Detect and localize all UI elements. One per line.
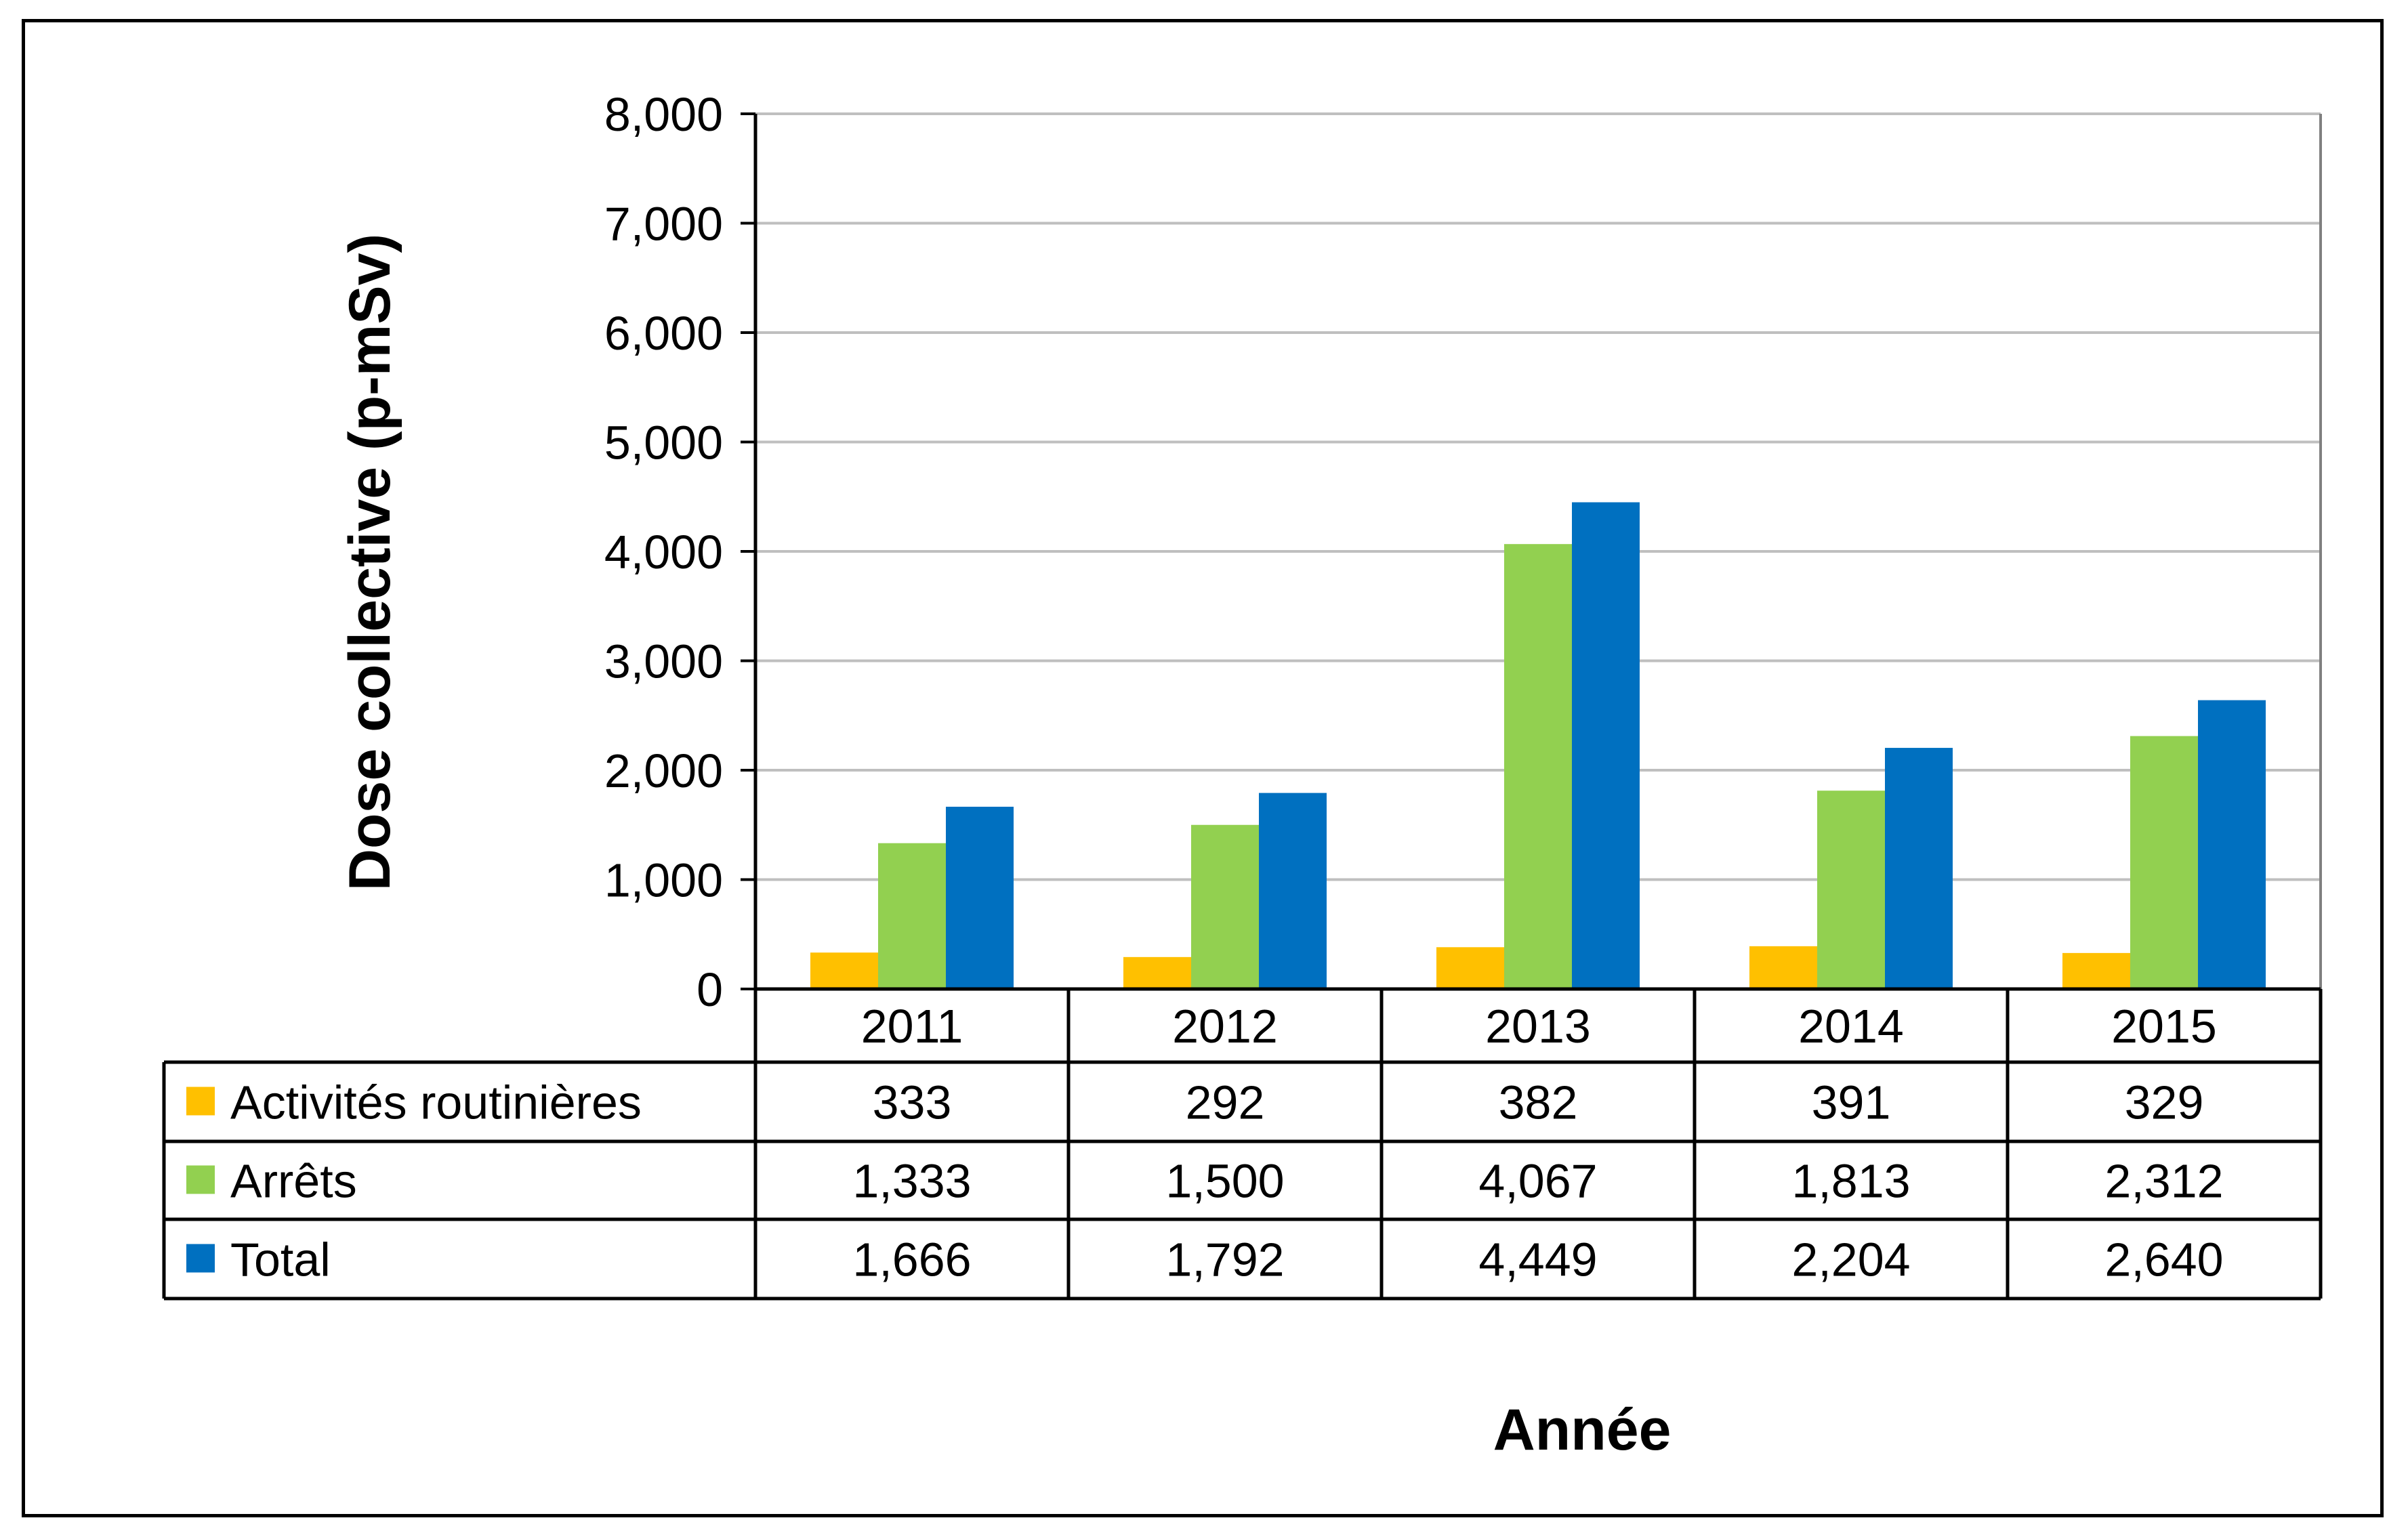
legend-swatch — [186, 1165, 215, 1194]
bar — [1817, 791, 1885, 989]
data-label: 4,067 — [1478, 1155, 1597, 1208]
y-tick-label: 7,000 — [604, 198, 723, 251]
data-label: 329 — [2125, 1076, 2204, 1129]
legend-label: Arrêts — [230, 1155, 357, 1208]
chart-frame — [22, 19, 2384, 1517]
y-axis-label: Dose collective (p-mSv) — [337, 234, 402, 891]
bar — [1749, 946, 1817, 989]
data-label: 292 — [1186, 1076, 1265, 1129]
data-label: 2,204 — [1791, 1234, 1910, 1286]
bar — [2130, 736, 2198, 989]
y-tick-label: 6,000 — [604, 307, 723, 360]
data-label: 2,312 — [2104, 1155, 2223, 1208]
bar — [1885, 748, 1953, 989]
bars — [810, 502, 2266, 989]
data-label: 1,500 — [1165, 1155, 1284, 1208]
data-label: 1,666 — [852, 1234, 971, 1286]
x-tick-label: 2013 — [1485, 1000, 1591, 1053]
bar — [878, 843, 946, 989]
axes — [741, 112, 2322, 1299]
legend-swatch — [186, 1087, 215, 1116]
y-tick-label: 5,000 — [604, 417, 723, 469]
bar — [1191, 824, 1259, 989]
legend-swatch — [186, 1244, 215, 1273]
data-label: 1,792 — [1165, 1234, 1284, 1286]
y-tick-label: 0 — [697, 963, 723, 1016]
bar — [810, 952, 878, 989]
legend-label: Activités routinières — [230, 1076, 642, 1129]
bar — [946, 806, 1014, 989]
data-label: 391 — [1812, 1076, 1891, 1129]
data-label: 4,449 — [1478, 1234, 1597, 1286]
y-tick-label: 4,000 — [604, 526, 723, 578]
y-tick-label: 2,000 — [604, 744, 723, 797]
data-table: 2011 2012 2013 2014 2015 Activités routinière… — [162, 989, 2323, 1301]
y-tick-label: 1,000 — [604, 854, 723, 907]
y-tick-label: 3,000 — [604, 635, 723, 688]
bar — [1436, 947, 1504, 989]
x-tick-label: 2015 — [2111, 1000, 2217, 1053]
data-label: 1,813 — [1791, 1155, 1910, 1208]
data-label: 333 — [873, 1076, 952, 1129]
bar — [2062, 952, 2130, 989]
bar — [1504, 544, 1572, 989]
y-tick-label: 8,000 — [604, 88, 723, 141]
bar — [1572, 502, 1640, 989]
data-label: 1,333 — [852, 1155, 971, 1208]
legend-label: Total — [230, 1234, 331, 1286]
bar — [1259, 793, 1327, 989]
data-label: 2,640 — [2104, 1234, 2223, 1286]
bar — [1123, 956, 1191, 989]
y-tick-labels: 0 1,000 2,000 3,000 4,000 5,000 6,000 7,000 8,00… — [604, 88, 723, 1016]
data-label: 382 — [1499, 1076, 1578, 1129]
x-axis-label: Année — [1493, 1397, 1672, 1462]
bar — [2198, 700, 2266, 989]
x-tick-label: 2012 — [1172, 1000, 1278, 1053]
x-tick-label: 2014 — [1798, 1000, 1904, 1053]
x-tick-label: 2011 — [861, 1000, 963, 1053]
